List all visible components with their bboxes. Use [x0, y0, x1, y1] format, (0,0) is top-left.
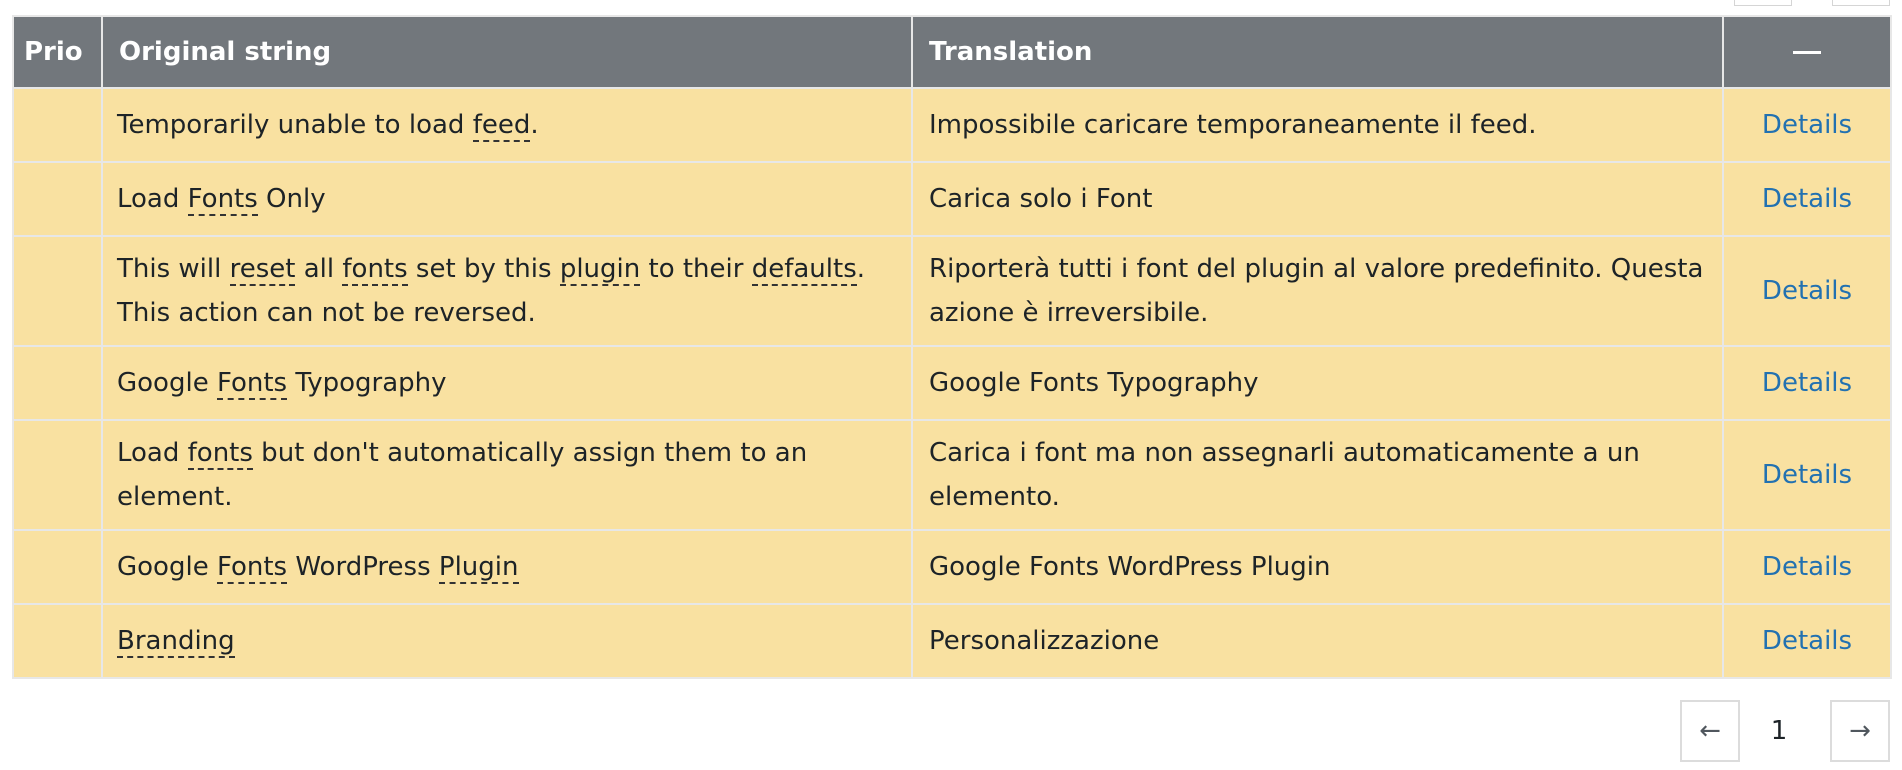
original-string-cell: Google Fonts WordPress Plugin	[101, 529, 913, 605]
glossary-term[interactable]: feed	[472, 110, 531, 142]
glossary-term[interactable]: fonts	[187, 438, 253, 470]
table-row[interactable]: Branding Personalizzazione Details	[12, 603, 1892, 679]
original-text-segment: but don't automatically assign them to a…	[117, 438, 808, 512]
glossary-term[interactable]: Fonts	[216, 552, 288, 584]
prev-page-button[interactable]: ←	[1680, 700, 1740, 762]
glossary-term[interactable]: defaults	[751, 254, 857, 286]
original-text-segment: to their	[640, 254, 752, 284]
translation-cell[interactable]: Google Fonts Typography	[911, 345, 1724, 421]
original-text-segment: . This action can not be reversed.	[117, 254, 866, 328]
column-header-translation[interactable]: Translation	[911, 15, 1724, 89]
actions-cell: Details	[1722, 345, 1892, 421]
details-link[interactable]: Details	[1761, 552, 1853, 582]
table-row[interactable]: Load Fonts Only Carica solo i Font Details	[12, 161, 1892, 237]
table-row[interactable]: Google Fonts WordPress Plugin Google Font…	[12, 529, 1892, 605]
original-text-segment: set by this	[407, 254, 560, 284]
details-link[interactable]: Details	[1761, 460, 1853, 490]
original-text-segment: Temporarily unable to load	[117, 110, 473, 140]
original-text-segment: Load	[117, 184, 188, 214]
current-page-number: 1	[1770, 716, 1788, 746]
column-header-original[interactable]: Original string	[101, 15, 913, 89]
table-row[interactable]: This will reset all fonts set by this pl…	[12, 235, 1892, 347]
original-text-segment: Only	[257, 184, 326, 214]
actions-cell: Details	[1722, 161, 1892, 237]
priority-cell	[12, 235, 103, 347]
glossary-term[interactable]: Fonts	[187, 184, 258, 216]
details-link[interactable]: Details	[1761, 184, 1853, 214]
priority-cell	[12, 161, 103, 237]
column-header-prio[interactable]: Prio	[12, 15, 103, 89]
glossary-term[interactable]: fonts	[342, 254, 408, 286]
original-text-segment: This will	[117, 254, 230, 284]
translation-cell[interactable]: Personalizzazione	[911, 603, 1724, 679]
details-link[interactable]: Details	[1761, 110, 1853, 140]
minus-icon	[1793, 51, 1821, 54]
details-link[interactable]: Details	[1761, 626, 1853, 656]
top-next-page-button[interactable]	[1832, 0, 1890, 6]
table-header-row: Prio Original string Translation	[12, 15, 1892, 89]
translation-cell[interactable]: Carica solo i Font	[911, 161, 1724, 237]
glossary-term[interactable]: plugin	[559, 254, 641, 286]
priority-cell	[12, 87, 103, 163]
original-string-cell: Branding	[101, 603, 913, 679]
actions-cell: Details	[1722, 529, 1892, 605]
original-string-cell: Load fonts but don't automatically assig…	[101, 419, 913, 531]
glossary-term[interactable]: Fonts	[216, 368, 288, 400]
glossary-term[interactable]: Branding	[117, 626, 235, 658]
original-string-cell: Load Fonts Only	[101, 161, 913, 237]
translations-table: Prio Original string Translation Tempora…	[12, 15, 1892, 679]
original-text-segment: Typography	[287, 368, 447, 398]
details-link[interactable]: Details	[1761, 276, 1853, 306]
details-link[interactable]: Details	[1761, 368, 1853, 398]
top-prev-page-button[interactable]	[1734, 0, 1792, 6]
actions-cell: Details	[1722, 603, 1892, 679]
priority-cell	[12, 603, 103, 679]
table-row[interactable]: Temporarily unable to load feed. Impossib…	[12, 87, 1892, 163]
actions-cell: Details	[1722, 235, 1892, 347]
original-string-cell: This will reset all fonts set by this pl…	[101, 235, 913, 347]
original-text-segment: Google	[117, 368, 217, 398]
original-string-cell: Google Fonts Typography	[101, 345, 913, 421]
original-text-segment: .	[530, 110, 539, 140]
actions-cell: Details	[1722, 419, 1892, 531]
column-header-actions	[1722, 15, 1892, 89]
original-text-segment: Google	[117, 552, 217, 582]
glossary-term[interactable]: reset	[229, 254, 296, 286]
priority-cell	[12, 419, 103, 531]
table-row[interactable]: Load fonts but don't automatically assig…	[12, 419, 1892, 531]
translation-cell[interactable]: Google Fonts WordPress Plugin	[911, 529, 1724, 605]
original-text-segment: Load	[117, 438, 188, 468]
translation-cell[interactable]: Riporterà tutti i font del plugin al val…	[911, 235, 1724, 347]
priority-cell	[12, 345, 103, 421]
priority-cell	[12, 529, 103, 605]
original-text-segment: all	[295, 254, 343, 284]
actions-cell: Details	[1722, 87, 1892, 163]
original-text-segment: WordPress	[287, 552, 439, 582]
next-page-button[interactable]: →	[1830, 700, 1890, 762]
table-row[interactable]: Google Fonts Typography Google Fonts Typo…	[12, 345, 1892, 421]
glossary-term[interactable]: Plugin	[438, 552, 519, 584]
original-string-cell: Temporarily unable to load feed.	[101, 87, 913, 163]
translation-cell[interactable]: Carica i font ma non assegnarli automati…	[911, 419, 1724, 531]
translation-cell[interactable]: Impossibile caricare temporaneamente il …	[911, 87, 1724, 163]
